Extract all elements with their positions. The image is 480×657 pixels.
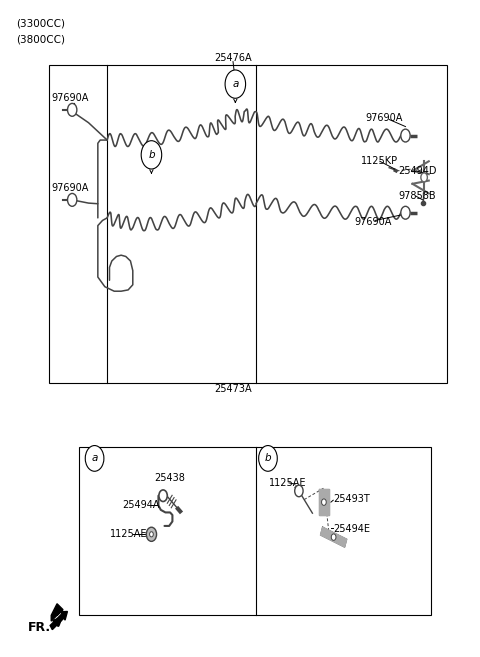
Text: a: a bbox=[232, 79, 239, 89]
Text: 97690A: 97690A bbox=[51, 93, 89, 103]
Text: 1125AE: 1125AE bbox=[269, 478, 307, 488]
Text: 25473A: 25473A bbox=[214, 384, 252, 394]
Text: 1125AE: 1125AE bbox=[110, 530, 148, 539]
Polygon shape bbox=[319, 489, 329, 515]
Text: 97690A: 97690A bbox=[51, 183, 89, 193]
Text: 25438: 25438 bbox=[155, 472, 186, 483]
Polygon shape bbox=[51, 604, 63, 621]
Text: 97690A: 97690A bbox=[354, 217, 392, 227]
Text: b: b bbox=[148, 150, 155, 160]
Circle shape bbox=[295, 485, 303, 497]
Text: a: a bbox=[91, 453, 98, 463]
Bar bbox=[79, 447, 431, 615]
Text: 1125KP: 1125KP bbox=[361, 156, 398, 166]
Circle shape bbox=[421, 173, 427, 182]
Polygon shape bbox=[321, 527, 347, 547]
Circle shape bbox=[259, 445, 277, 471]
FancyArrow shape bbox=[50, 612, 67, 629]
Circle shape bbox=[159, 490, 168, 501]
Circle shape bbox=[68, 193, 77, 206]
Circle shape bbox=[146, 527, 156, 541]
Circle shape bbox=[401, 129, 410, 142]
Circle shape bbox=[141, 141, 162, 169]
Text: 25494E: 25494E bbox=[333, 524, 370, 534]
Text: FR.: FR. bbox=[28, 621, 51, 634]
Text: 97858B: 97858B bbox=[398, 191, 436, 201]
Text: (3300CC): (3300CC) bbox=[16, 18, 65, 28]
Text: b: b bbox=[264, 453, 271, 463]
Text: (3800CC): (3800CC) bbox=[16, 35, 65, 45]
Circle shape bbox=[331, 534, 336, 540]
Text: 25494A: 25494A bbox=[122, 501, 160, 510]
Circle shape bbox=[150, 532, 153, 537]
Text: 25493T: 25493T bbox=[333, 494, 370, 504]
Text: 25476A: 25476A bbox=[214, 53, 252, 63]
Bar bbox=[49, 65, 447, 383]
Text: 97690A: 97690A bbox=[366, 112, 403, 123]
Circle shape bbox=[401, 206, 410, 219]
Circle shape bbox=[225, 70, 246, 99]
Text: 25494D: 25494D bbox=[398, 166, 437, 176]
Circle shape bbox=[322, 499, 326, 505]
Circle shape bbox=[68, 103, 77, 116]
Circle shape bbox=[85, 445, 104, 471]
